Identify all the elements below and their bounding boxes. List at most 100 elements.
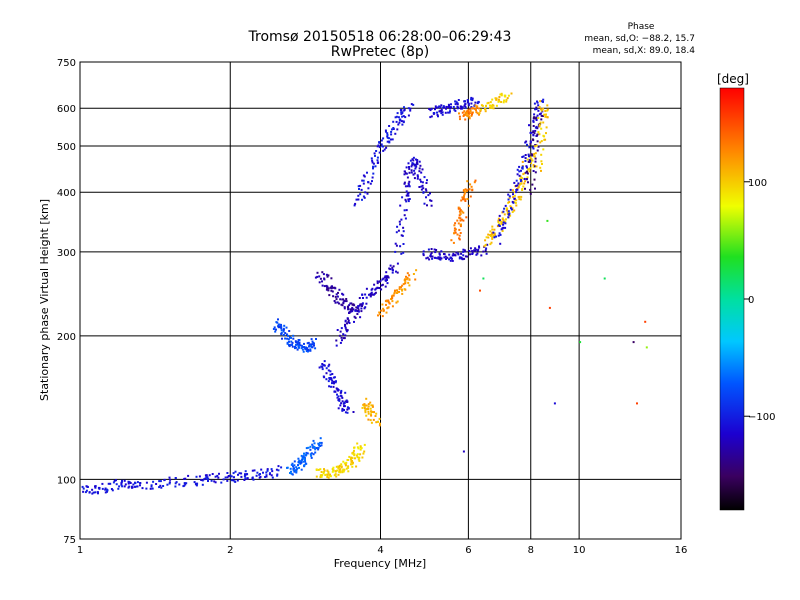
trace-points <box>353 103 415 207</box>
data-point <box>452 106 455 108</box>
data-point <box>322 273 325 276</box>
data-point <box>475 106 478 109</box>
data-point <box>429 116 432 119</box>
data-point <box>360 303 363 306</box>
data-point <box>526 172 529 175</box>
data-point <box>473 181 476 184</box>
data-point <box>484 249 487 252</box>
data-point <box>305 451 308 454</box>
data-point <box>353 453 356 456</box>
data-point <box>312 445 315 448</box>
data-point <box>299 462 302 465</box>
data-point <box>386 136 389 139</box>
data-point <box>344 391 347 394</box>
data-point <box>501 230 504 232</box>
data-point <box>532 120 535 123</box>
data-point <box>344 323 346 326</box>
data-point <box>332 295 335 298</box>
trace-points <box>533 100 549 172</box>
data-point <box>404 282 407 285</box>
data-point <box>298 341 301 344</box>
data-point <box>504 204 507 207</box>
data-point <box>497 98 500 101</box>
data-point <box>297 461 300 464</box>
data-point <box>431 255 434 258</box>
data-point <box>411 162 414 165</box>
data-point <box>331 382 333 385</box>
data-point <box>82 490 85 493</box>
data-point <box>303 464 306 467</box>
data-point <box>413 164 416 167</box>
data-point <box>310 343 313 346</box>
data-point <box>82 487 85 490</box>
data-point <box>402 226 405 229</box>
data-point <box>364 409 367 412</box>
data-point <box>520 195 523 198</box>
data-point <box>405 190 408 193</box>
data-point <box>403 182 406 185</box>
data-point <box>320 475 323 478</box>
data-point <box>309 348 312 351</box>
data-point <box>166 483 169 486</box>
data-point <box>326 275 329 278</box>
data-point <box>410 103 413 106</box>
data-point <box>451 259 454 262</box>
data-point <box>110 488 113 490</box>
data-point <box>145 487 148 490</box>
data-point <box>329 475 332 478</box>
data-point <box>459 118 461 121</box>
data-point <box>336 301 339 304</box>
data-point <box>444 111 447 114</box>
data-point <box>455 101 458 104</box>
data-point <box>370 291 373 294</box>
data-point <box>429 192 431 195</box>
data-point <box>453 108 456 111</box>
data-point <box>533 102 536 105</box>
data-point <box>204 477 207 480</box>
data-point <box>307 348 309 351</box>
data-point <box>314 451 317 454</box>
data-point <box>434 251 437 254</box>
data-point <box>413 169 416 172</box>
data-point <box>450 239 453 242</box>
data-point <box>395 270 397 273</box>
data-point <box>429 253 432 256</box>
data-point <box>439 106 442 109</box>
data-point <box>150 485 153 488</box>
data-point <box>330 289 333 292</box>
data-point <box>320 444 323 447</box>
data-point <box>467 114 470 117</box>
data-point <box>412 159 415 162</box>
data-point <box>458 257 461 260</box>
data-point <box>636 402 638 405</box>
data-point <box>497 234 500 237</box>
data-point <box>438 253 441 256</box>
data-point <box>298 466 300 469</box>
data-point <box>416 175 419 178</box>
data-point <box>503 213 506 216</box>
data-point <box>543 135 546 138</box>
data-point <box>338 471 341 473</box>
data-point <box>286 342 289 345</box>
data-point <box>351 310 354 313</box>
data-point <box>438 257 441 260</box>
data-point <box>195 484 198 487</box>
data-point <box>501 217 504 220</box>
data-point <box>379 313 382 316</box>
data-point <box>159 480 162 483</box>
data-point <box>206 476 209 479</box>
data-point <box>139 482 142 485</box>
data-point <box>370 157 373 160</box>
data-point <box>129 482 132 484</box>
data-point <box>448 253 451 256</box>
data-point <box>388 141 391 144</box>
data-point <box>185 482 188 485</box>
data-point <box>290 472 293 475</box>
data-point <box>529 156 532 159</box>
data-point <box>493 233 496 236</box>
data-point <box>81 485 84 488</box>
data-point <box>365 404 368 407</box>
data-point <box>400 286 402 289</box>
data-point <box>484 243 487 246</box>
data-point <box>316 271 319 274</box>
